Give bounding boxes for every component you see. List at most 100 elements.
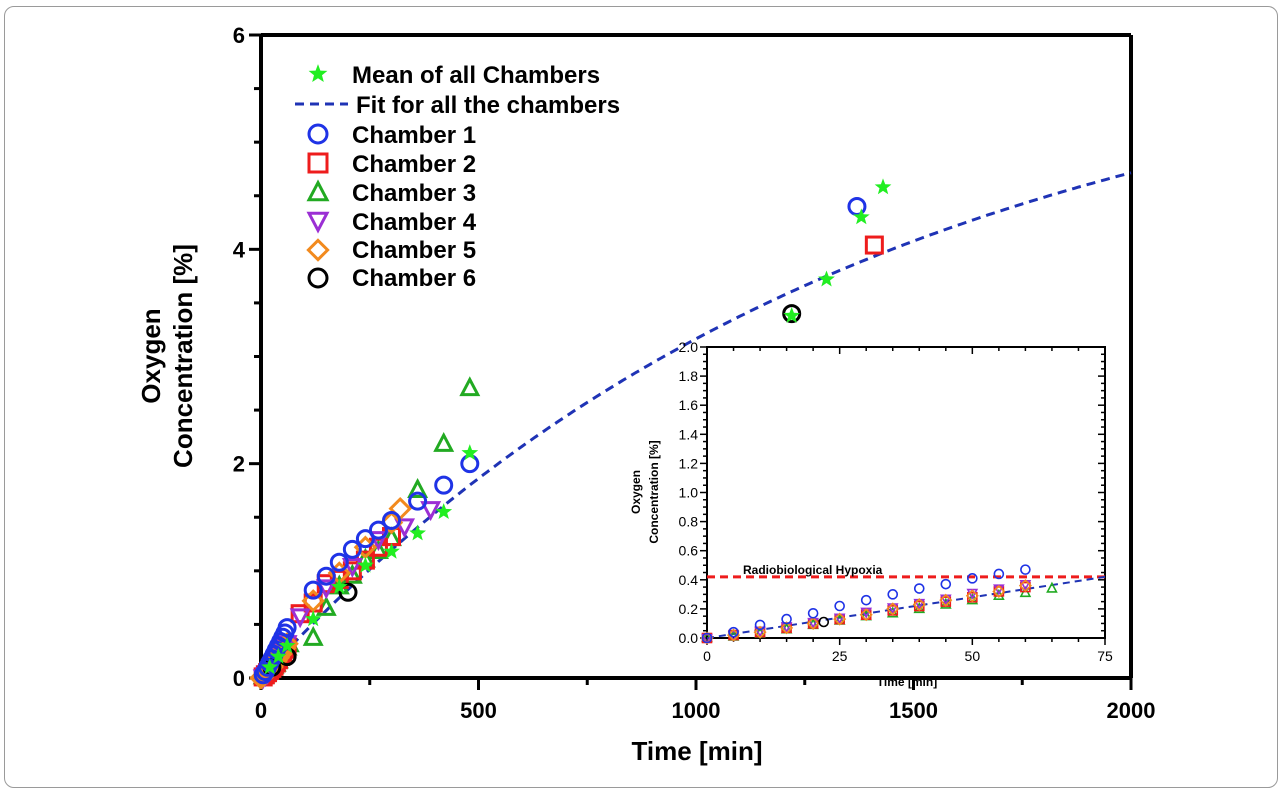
x-tick-label: 500 xyxy=(460,698,497,723)
main-mean-point xyxy=(461,444,479,461)
main-mean-point xyxy=(330,578,348,594)
inset-ch5-point xyxy=(992,584,1006,598)
y-tick-label: 4 xyxy=(233,237,246,262)
main-mean-point xyxy=(852,208,870,225)
y-tick-label: 0 xyxy=(233,666,245,691)
inset-ch5-point xyxy=(833,612,847,626)
hypoxia-label: Radiobiological Hypoxia xyxy=(743,563,883,577)
inset-x-tick-label: 50 xyxy=(965,648,981,664)
inset-ch5-point xyxy=(939,593,953,607)
inset-ch1-point xyxy=(807,607,819,619)
main-ch6-point xyxy=(782,304,802,324)
x-tick-label: 1500 xyxy=(889,698,938,723)
inset-ch5-point xyxy=(753,625,767,639)
inset-y-tick-label: 1.2 xyxy=(679,455,699,471)
inset-ch4-point xyxy=(701,633,713,645)
x-tick-label: 0 xyxy=(255,698,267,723)
y-tick-label: 6 xyxy=(233,23,245,48)
inset-ch6-point xyxy=(818,616,830,628)
inset-x-tick-label: 75 xyxy=(1097,648,1113,664)
inset-y-axis-title-line2: Concentration [%] xyxy=(647,440,661,543)
inset-ch1-point xyxy=(967,573,978,584)
main-ch3-point xyxy=(367,539,389,560)
legend-label-chamber-5: Chamber 5 xyxy=(352,237,476,264)
main-ch5-point xyxy=(379,510,404,535)
inset-ch1-point xyxy=(940,578,952,590)
inset-ch1-point xyxy=(781,613,792,625)
inset-ch5-point xyxy=(727,628,741,642)
inset-ch1-point xyxy=(887,589,899,600)
inset-y-tick-label: 0.0 xyxy=(679,630,699,646)
main-ch2-point xyxy=(290,604,310,624)
legend-symbol-chamber-3 xyxy=(306,179,330,202)
inset-ch1-point xyxy=(834,600,845,612)
main-mean-point xyxy=(783,307,801,323)
main-mean-point xyxy=(874,178,892,195)
main-mean-point xyxy=(304,610,322,627)
main-mean-point xyxy=(278,637,296,653)
inset-ch5-point xyxy=(1018,579,1032,593)
inset-ch1-point xyxy=(754,619,766,631)
inset-x-axis-title: Time [min] xyxy=(877,675,937,689)
inset-y-tick-label: 1.8 xyxy=(679,368,699,384)
inset-ch1-point xyxy=(728,626,739,638)
inset-plot-frame xyxy=(706,346,1106,639)
main-mean-point xyxy=(270,647,287,664)
main-ch1-point xyxy=(303,580,323,600)
main-ch4-point xyxy=(394,518,416,539)
inset-ch5-point xyxy=(912,598,926,612)
main-mean-point xyxy=(409,524,426,541)
inset-y-tick-label: 1.4 xyxy=(679,426,699,442)
main-ch3-point xyxy=(459,376,481,397)
main-ch1-point xyxy=(329,552,349,572)
inset-y-tick-label: 0.2 xyxy=(679,601,699,617)
legend-symbol-chamber-5 xyxy=(306,238,330,262)
y-axis-title-line2: Concentration [%] xyxy=(168,244,198,468)
inset-y-axis-title-line1: Oxygen xyxy=(629,470,643,514)
main-mean-point xyxy=(261,658,279,675)
main-ch4-point xyxy=(289,608,311,629)
main-ch1-point xyxy=(382,510,401,530)
main-ch1-point xyxy=(316,566,336,586)
legend-label-mean: Mean of all Chambers xyxy=(352,62,600,89)
inset-ch5-point xyxy=(886,602,900,616)
y-axis-title-line1: Oxygen xyxy=(136,308,166,403)
main-mean-point xyxy=(357,556,374,573)
main-ch4-point xyxy=(341,557,363,578)
main-ch2-point xyxy=(342,561,362,581)
main-mean-point xyxy=(435,503,453,519)
x-tick-label: 2000 xyxy=(1107,698,1156,723)
legend-label-chamber-6: Chamber 6 xyxy=(352,265,476,292)
legend-label-chamber-4: Chamber 4 xyxy=(352,209,477,236)
main-ch1-point xyxy=(460,454,480,474)
main-ch1-point xyxy=(368,520,388,540)
inset-ch5-point xyxy=(965,589,979,603)
main-ch1-point xyxy=(434,475,454,495)
legend-symbol-mean xyxy=(308,64,328,82)
legend-label-fit: Fit for all the chambers xyxy=(356,92,620,119)
inset-ch3-point xyxy=(1046,581,1058,593)
main-ch3-point xyxy=(433,431,455,452)
x-axis-title: Time [min] xyxy=(632,736,763,766)
main-ch1-point xyxy=(342,539,362,559)
inset-y-tick-label: 0.6 xyxy=(679,543,699,559)
y-tick-label: 2 xyxy=(233,452,245,477)
inset-ch1-point xyxy=(913,583,925,594)
inset-x-tick-label: 25 xyxy=(832,648,848,664)
inset-ch3-point xyxy=(701,631,713,643)
legend-label-chamber-3: Chamber 3 xyxy=(352,180,476,207)
legend-symbol-chamber-2 xyxy=(307,152,329,174)
fit-curve xyxy=(259,171,1132,680)
inset-ch5-point xyxy=(780,621,794,635)
inset-x-tick-label: 0 xyxy=(703,648,711,664)
main-ch3-point xyxy=(407,478,429,498)
inset-y-tick-label: 1.6 xyxy=(679,397,699,413)
inset-y-tick-label: 2.0 xyxy=(679,339,699,355)
inset-ch1-point xyxy=(993,568,1005,580)
main-ch6-point xyxy=(338,582,358,602)
inset-ch5-point xyxy=(859,608,873,622)
legend-symbol-chamber-1 xyxy=(307,123,329,145)
main-mean-point xyxy=(818,270,835,287)
inset-ch1-point xyxy=(860,594,872,606)
